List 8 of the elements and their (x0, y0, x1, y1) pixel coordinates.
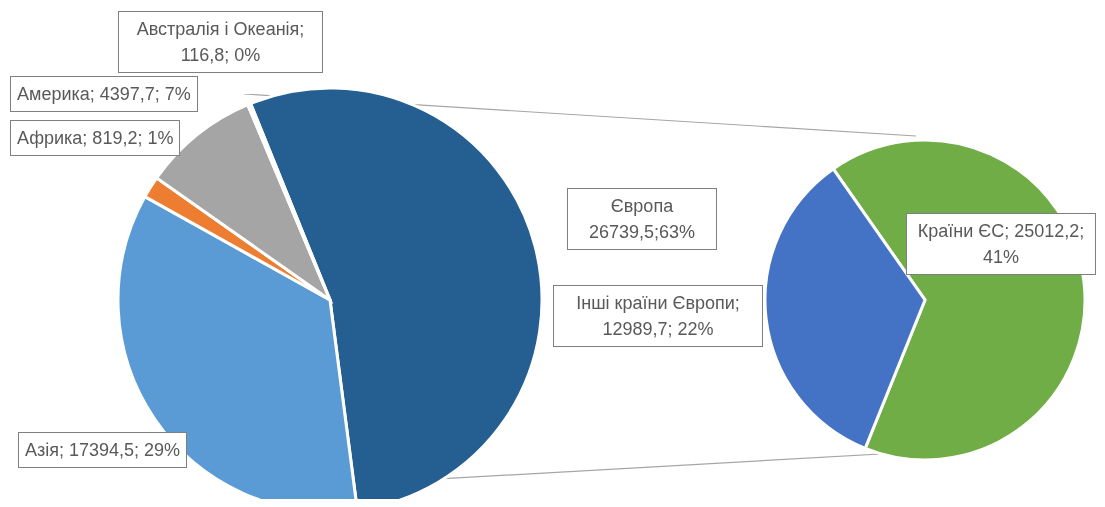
slice-label: Африка; 819,2; 1% (10, 120, 181, 156)
slice-label: Азія; 17394,5; 29% (18, 432, 188, 468)
slice-label: Америка; 4397,7; 7% (10, 76, 198, 112)
slice-label: Європа (610, 196, 674, 216)
slice-label: Інші країни Європи; 12989,7; 22% (553, 285, 763, 347)
slice-label: Країни ЄС; 25012,2; 41% (906, 213, 1096, 275)
data-label: 26739,5;63% (588, 222, 696, 242)
slice-label: Австралія і Океанія; 116,8; 0% (118, 11, 323, 73)
